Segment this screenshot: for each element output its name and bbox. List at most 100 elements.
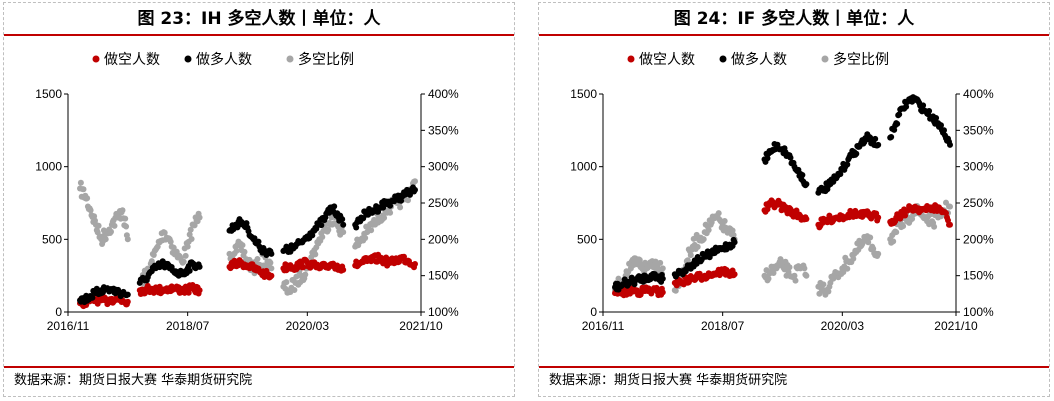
data-point (412, 261, 418, 267)
title-divider (4, 34, 514, 36)
y-left-tick-label: 0 (590, 305, 597, 319)
data-point (243, 220, 250, 227)
y-right-tick-label: 300% (963, 160, 994, 174)
data-point (89, 294, 96, 301)
data-point (731, 271, 738, 278)
data-point (84, 195, 91, 202)
data-point (123, 223, 130, 230)
data-point (770, 270, 777, 276)
x-tick-label: 2016/11 (582, 319, 625, 333)
series-short (612, 197, 953, 299)
data-point (721, 218, 728, 224)
data-point (947, 221, 953, 228)
data-point (412, 178, 418, 185)
data-point (820, 281, 827, 288)
data-point (893, 229, 900, 236)
legend-marker (821, 55, 829, 63)
legend-marker (627, 55, 635, 63)
data-point (122, 215, 129, 222)
scatter-chart-if: 做空人数 做多人数 多空比例 0 500 1000 1500 100% 150% 200% 250%… (570, 51, 994, 333)
data-point (95, 222, 102, 229)
data-point (792, 277, 799, 284)
data-point (947, 141, 953, 148)
data-point (803, 272, 810, 279)
data-point (300, 264, 307, 271)
data-point (412, 186, 418, 193)
y-right-tick-label: 150% (428, 269, 459, 283)
y-right-tick-label: 100% (428, 305, 459, 319)
data-point (339, 216, 346, 223)
source-divider (539, 366, 1049, 368)
x-tick-label: 2018/07 (166, 319, 210, 333)
data-point (340, 221, 347, 228)
data-point (941, 127, 947, 134)
data-point (268, 250, 275, 257)
y-left-tick-label: 1000 (570, 160, 597, 174)
data-point (381, 214, 388, 221)
y-right-tick-label: 250% (428, 196, 459, 210)
legend-label: 做多人数 (196, 51, 252, 68)
chart-panel-ih: 图 23：IH 多空人数丨单位：人 做空人数 做多人数 多空比例 0 500 1000 15… (3, 2, 515, 397)
x-tick-label: 2021/10 (399, 319, 443, 333)
data-point (102, 236, 109, 243)
data-point (293, 273, 300, 280)
data-point (405, 197, 411, 204)
x-tick-label: 2020/03 (286, 319, 330, 333)
source-note: 数据来源：期货日报大赛 华泰期货研究院 (549, 373, 788, 388)
data-point (894, 120, 901, 127)
data-point (705, 227, 712, 233)
data-point (931, 223, 938, 230)
data-point (241, 248, 248, 255)
data-point (786, 264, 793, 271)
title-divider (539, 34, 1049, 36)
data-point (840, 269, 847, 276)
source-divider (4, 366, 514, 368)
data-point (844, 161, 851, 168)
data-point (938, 122, 944, 129)
data-point (870, 245, 877, 252)
data-point (636, 257, 643, 263)
data-point (694, 243, 701, 250)
data-point (787, 154, 794, 161)
data-point (239, 242, 246, 249)
data-point (947, 203, 953, 210)
data-point (888, 134, 895, 140)
data-point (837, 171, 844, 178)
data-point (268, 265, 275, 272)
data-point (302, 271, 309, 278)
data-point (872, 135, 879, 142)
data-point (715, 210, 722, 217)
data-point (903, 103, 910, 110)
data-point (196, 287, 203, 294)
data-point (184, 243, 191, 250)
data-point (87, 207, 94, 214)
data-point (380, 204, 387, 211)
data-point (124, 291, 131, 298)
data-point (187, 226, 194, 233)
chart-title: 图 24：IF 多空人数丨单位：人 (673, 9, 915, 29)
legend-marker (184, 55, 192, 63)
data-point (353, 224, 360, 231)
y-right-tick-label: 250% (963, 196, 994, 210)
y-right-tick-label: 350% (963, 123, 994, 137)
legend-marker (719, 55, 727, 63)
data-point (799, 172, 806, 178)
data-point (865, 239, 872, 246)
legend-label: 做空人数 (639, 52, 695, 68)
data-point (312, 251, 319, 258)
y-right-tick-label: 200% (428, 232, 459, 246)
data-point (896, 111, 903, 118)
data-point (251, 235, 258, 242)
data-point (255, 238, 262, 245)
data-point (254, 256, 261, 262)
data-point (196, 214, 203, 221)
data-point (700, 236, 707, 243)
data-point (340, 266, 347, 273)
y-right-tick-label: 400% (963, 87, 994, 101)
data-point (291, 287, 298, 293)
data-point (891, 126, 898, 133)
y-right-tick-label: 300% (428, 160, 459, 174)
data-point (108, 228, 114, 235)
data-point (340, 229, 347, 236)
data-point (672, 287, 679, 294)
